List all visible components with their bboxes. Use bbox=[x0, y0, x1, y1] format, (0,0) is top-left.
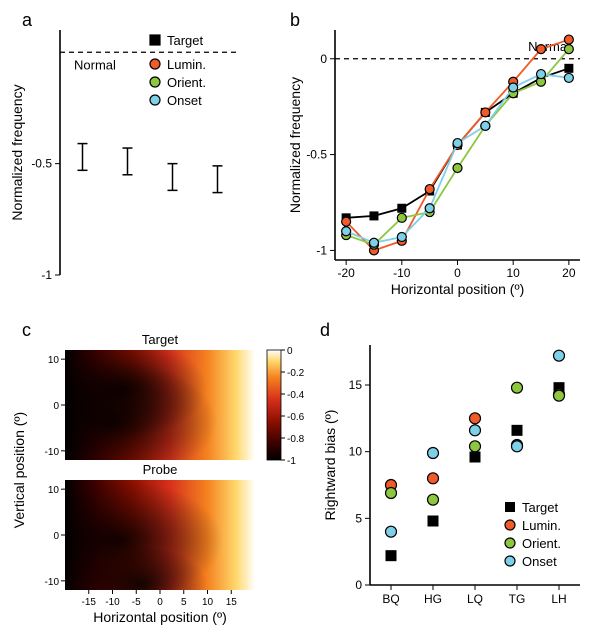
svg-text:0: 0 bbox=[53, 531, 59, 542]
panel-d-cat: HG bbox=[424, 592, 442, 606]
panel-b-label: b bbox=[290, 10, 300, 30]
legend-label: Orient. bbox=[522, 536, 561, 551]
svg-text:20: 20 bbox=[562, 266, 576, 280]
panel-a-label: a bbox=[22, 10, 33, 30]
panel-b-ylabel: Normalized frequency bbox=[287, 77, 303, 213]
colorbar bbox=[267, 350, 281, 460]
legend-label: Lumin. bbox=[167, 57, 206, 72]
svg-text:5: 5 bbox=[181, 597, 187, 608]
figure-root: a-1-0.5Normalized frequencyNormalTargetL… bbox=[0, 0, 602, 640]
svg-text:-15: -15 bbox=[82, 597, 97, 608]
heatmap-title: Target bbox=[142, 332, 179, 347]
colorbar-tick: -0.6 bbox=[287, 412, 305, 423]
panel-a-normal-text: Normal bbox=[74, 57, 116, 72]
panel-d-cat: LH bbox=[551, 592, 566, 606]
svg-text:0: 0 bbox=[53, 401, 59, 412]
colorbar-tick: -1 bbox=[287, 456, 296, 467]
svg-text:15: 15 bbox=[349, 378, 363, 392]
heatmap-title: Probe bbox=[143, 462, 178, 477]
svg-text:10: 10 bbox=[202, 597, 214, 608]
panel-d-cat: TG bbox=[509, 592, 526, 606]
panel-d-cat: BQ bbox=[382, 592, 399, 606]
colorbar-tick: -0.8 bbox=[287, 434, 305, 445]
svg-text:0: 0 bbox=[454, 266, 461, 280]
legend-label: Target bbox=[167, 33, 204, 48]
panel-a-ytick: -1 bbox=[41, 268, 52, 282]
svg-text:-20: -20 bbox=[337, 266, 355, 280]
colorbar-tick: -0.2 bbox=[287, 368, 305, 379]
svg-text:10: 10 bbox=[48, 355, 60, 366]
panel-d-ylabel: Rightward bias (º) bbox=[322, 410, 338, 521]
panel-c-xlabel: Horizontal position (º) bbox=[93, 609, 227, 625]
svg-text:0: 0 bbox=[157, 597, 163, 608]
legend-label: Target bbox=[522, 500, 559, 515]
svg-text:-10: -10 bbox=[45, 447, 60, 458]
svg-text:5: 5 bbox=[355, 511, 362, 525]
svg-text:-10: -10 bbox=[105, 597, 120, 608]
panel-a-ytick: -0.5 bbox=[31, 157, 52, 171]
svg-text:10: 10 bbox=[349, 445, 363, 459]
svg-text:-5: -5 bbox=[132, 597, 141, 608]
colorbar-tick: 0 bbox=[287, 346, 293, 357]
svg-text:-10: -10 bbox=[45, 577, 60, 588]
svg-text:15: 15 bbox=[226, 597, 238, 608]
panel-d-label: d bbox=[320, 320, 330, 340]
panel-c-label: c bbox=[22, 320, 31, 340]
svg-text:0: 0 bbox=[355, 578, 362, 592]
svg-text:10: 10 bbox=[507, 266, 521, 280]
svg-text:10: 10 bbox=[48, 485, 60, 496]
panel-a-ylabel: Normalized frequency bbox=[9, 84, 25, 220]
svg-text:-0.5: -0.5 bbox=[306, 148, 327, 162]
panel-d-cat: LQ bbox=[467, 592, 483, 606]
svg-text:-10: -10 bbox=[393, 266, 411, 280]
legend-label: Onset bbox=[522, 554, 557, 569]
panel-b-line bbox=[346, 74, 569, 243]
panel-b-xlabel: Horizontal position (º) bbox=[391, 281, 525, 297]
legend-label: Onset bbox=[167, 93, 202, 108]
legend-label: Orient. bbox=[167, 75, 206, 90]
svg-text:-1: -1 bbox=[316, 243, 327, 257]
panel-c-ylabel: Vertical position (º) bbox=[11, 412, 27, 528]
legend-label: Lumin. bbox=[522, 518, 561, 533]
colorbar-tick: -0.4 bbox=[287, 390, 305, 401]
svg-text:0: 0 bbox=[320, 52, 327, 66]
